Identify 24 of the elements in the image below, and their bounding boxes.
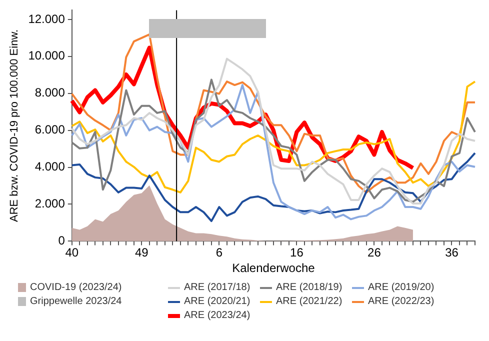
y-tick-label: 12.000 — [28, 12, 66, 26]
legend-label: ARE (2023/24) — [184, 310, 250, 321]
x-tick-label: 36 — [445, 246, 459, 260]
y-tick-label: 4.000 — [34, 160, 66, 174]
legend-label: ARE (2020/21) — [184, 296, 250, 307]
y-tick-label: 2.000 — [34, 196, 66, 211]
legend-label: ARE (2018/19) — [276, 282, 342, 293]
x-tick-label: 6 — [216, 246, 223, 260]
legend-label: COVID-19 (2023/24) — [30, 282, 122, 293]
y-tick-label: 10.000 — [28, 48, 66, 63]
legend-label: ARE (2022/23) — [368, 296, 434, 307]
x-tick-label: 26 — [368, 246, 382, 260]
x-tick-label: 49 — [134, 246, 149, 260]
y-axis-title: ARE bzw. COVID-19 pro 100.000 Einw. — [8, 29, 21, 222]
legend-label: ARE (2019/20) — [368, 282, 434, 293]
x-tick-label: 16 — [290, 246, 304, 260]
y-tick-label: 6.000 — [34, 122, 66, 137]
legend-label: ARE (2021/22) — [276, 296, 342, 307]
x-axis-title: Kalenderwoche — [232, 261, 316, 276]
legend-label: ARE (2017/18) — [184, 282, 250, 293]
y-tick-label: 0 — [58, 234, 66, 248]
y-tick-label: 8.000 — [34, 86, 66, 100]
x-tick-label: 40 — [65, 246, 79, 260]
text: Grippewelle 2023/24 — [30, 296, 122, 307]
